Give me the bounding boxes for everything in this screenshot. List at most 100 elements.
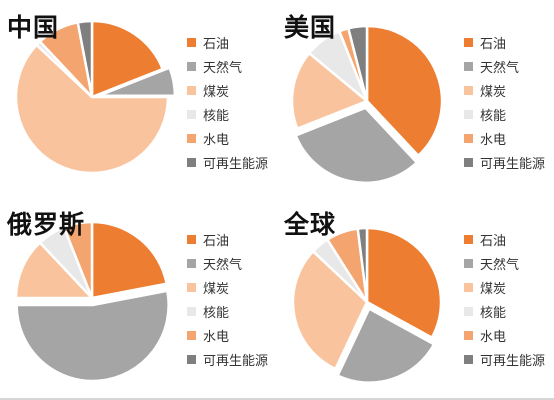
- legend-swatch: [187, 258, 196, 268]
- legend-item: 煤炭: [187, 78, 268, 102]
- legend-swatch: [464, 157, 473, 167]
- legend-swatch: [187, 85, 196, 95]
- legend-label: 石油: [203, 233, 230, 249]
- chart-panel-1: 美国石油天然气煤炭核能水电可再生能源: [277, 0, 554, 200]
- legend-label: 石油: [203, 36, 230, 52]
- chart-title: 中国: [7, 13, 60, 42]
- legend-swatch: [464, 354, 473, 364]
- legend-item: 核能: [187, 102, 268, 126]
- pie-slice-石油: [365, 226, 443, 339]
- legend-swatch: [464, 234, 473, 244]
- pie-slice-天然气: [15, 289, 170, 383]
- legend-label: 石油: [480, 36, 507, 52]
- legend-swatch: [187, 37, 196, 47]
- pie-slice-煤炭: [290, 51, 369, 130]
- legend-label: 核能: [203, 108, 230, 124]
- pie-slice-石油: [365, 24, 444, 157]
- chart-title: 美国: [284, 13, 337, 42]
- pie-slice-天然气: [294, 106, 419, 185]
- chart-panel-0: 中国石油天然气煤炭核能水电可再生能源: [0, 0, 277, 200]
- legend: 石油天然气煤炭核能水电可再生能源: [187, 30, 268, 174]
- legend-item: 可再生能源: [464, 347, 545, 371]
- legend-item: 石油: [187, 227, 268, 251]
- legend-swatch: [187, 330, 196, 340]
- pie-slice-煤炭: [14, 43, 170, 175]
- legend-item: 核能: [187, 299, 268, 323]
- legend-item: 煤炭: [187, 275, 268, 299]
- legend-item: 石油: [464, 30, 545, 54]
- legend-label: 天然气: [203, 257, 243, 273]
- legend-item: 水电: [464, 323, 545, 347]
- legend-swatch: [187, 133, 196, 143]
- chart-panel-3: 全球石油天然气煤炭核能水电可再生能源: [277, 197, 554, 397]
- legend-swatch: [187, 282, 196, 292]
- chart-title: 俄罗斯: [7, 210, 86, 239]
- legend-item: 水电: [187, 323, 268, 347]
- legend-swatch: [464, 61, 473, 71]
- pie-svg: [290, 24, 444, 185]
- legend-label: 水电: [480, 329, 507, 345]
- legend-label: 天然气: [480, 60, 520, 76]
- legend-item: 可再生能源: [187, 347, 268, 371]
- legend-swatch: [187, 306, 196, 316]
- pie-slice-天然气: [97, 66, 177, 97]
- legend-swatch: [187, 157, 196, 167]
- legend-swatch: [464, 258, 473, 268]
- legend-swatch: [187, 61, 196, 71]
- legend-label: 可再生能源: [203, 353, 269, 369]
- legend-item: 煤炭: [464, 275, 545, 299]
- legend-label: 核能: [480, 108, 507, 124]
- legend-label: 天然气: [480, 257, 520, 273]
- legend-label: 水电: [480, 132, 507, 148]
- pie-slice-煤炭: [291, 250, 369, 371]
- legend-label: 核能: [480, 305, 507, 321]
- legend-swatch: [464, 85, 473, 95]
- legend-label: 煤炭: [203, 84, 230, 100]
- legend-item: 石油: [464, 227, 545, 251]
- legend-label: 石油: [480, 233, 507, 249]
- pie-slice-可再生能源: [347, 24, 369, 103]
- legend-swatch: [187, 234, 196, 244]
- bottom-rule: [0, 398, 554, 400]
- legend-item: 天然气: [464, 54, 545, 78]
- legend-swatch: [464, 37, 473, 47]
- pie-svg: [291, 226, 443, 384]
- legend-label: 可再生能源: [203, 156, 269, 172]
- legend-label: 可再生能源: [480, 156, 546, 172]
- legend-swatch: [464, 330, 473, 340]
- legend-swatch: [464, 306, 473, 316]
- legend-item: 天然气: [187, 251, 268, 275]
- legend-label: 天然气: [203, 60, 243, 76]
- legend-label: 煤炭: [480, 84, 507, 100]
- legend-item: 水电: [464, 126, 545, 150]
- legend-swatch: [464, 133, 473, 143]
- legend-item: 可再生能源: [187, 150, 268, 174]
- legend-item: 煤炭: [464, 78, 545, 102]
- legend-label: 煤炭: [203, 281, 230, 297]
- legend-item: 可再生能源: [464, 150, 545, 174]
- pie-slice-水电: [62, 220, 94, 300]
- pie-slice-可再生能源: [356, 226, 369, 304]
- legend-swatch: [464, 282, 473, 292]
- legend-label: 可再生能源: [480, 353, 546, 369]
- pie-slice-天然气: [336, 307, 436, 384]
- pie-slice-石油: [90, 19, 164, 99]
- legend-label: 核能: [203, 305, 230, 321]
- legend-swatch: [187, 354, 196, 364]
- legend-item: 核能: [464, 299, 545, 323]
- chart-title: 全球: [284, 210, 337, 239]
- legend-item: 天然气: [187, 54, 268, 78]
- legend: 石油天然气煤炭核能水电可再生能源: [187, 227, 268, 371]
- pie-slice-可再生能源: [76, 19, 94, 99]
- legend-item: 石油: [187, 30, 268, 54]
- legend: 石油天然气煤炭核能水电可再生能源: [464, 227, 545, 371]
- legend-label: 煤炭: [480, 281, 507, 297]
- legend-item: 水电: [187, 126, 268, 150]
- pie-svg: [14, 19, 177, 175]
- chart-panel-2: 俄罗斯石油天然气煤炭核能水电可再生能源: [0, 197, 277, 397]
- legend-swatch: [464, 109, 473, 119]
- legend: 石油天然气煤炭核能水电可再生能源: [464, 30, 545, 174]
- legend-swatch: [187, 109, 196, 119]
- legend-label: 水电: [203, 329, 230, 345]
